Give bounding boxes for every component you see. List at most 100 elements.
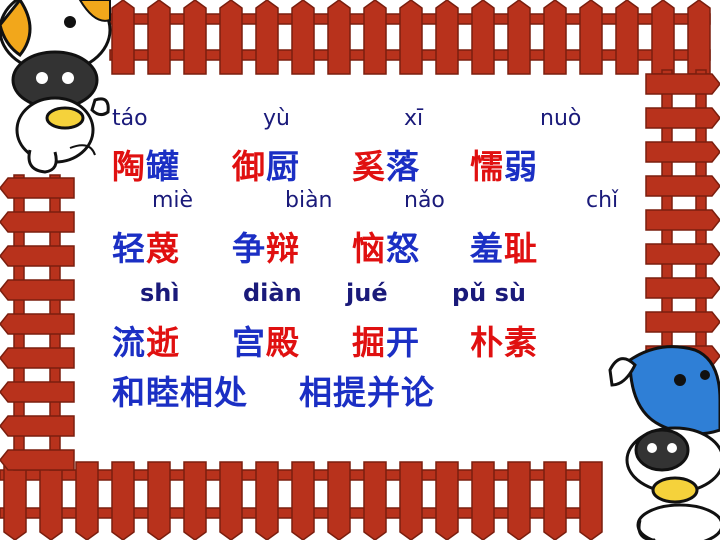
char: 蔑	[146, 229, 180, 268]
char: 恼	[352, 229, 386, 268]
fence-picket-top	[579, 0, 603, 75]
char: 弱	[504, 147, 538, 186]
cartoon-cow-top-left-icon	[0, 0, 112, 174]
fence-picket-top	[651, 0, 675, 75]
char: 厨	[266, 147, 300, 186]
pinyin-jue: jué	[346, 279, 388, 307]
fence-picket-top	[219, 0, 243, 75]
fence-picket-top	[147, 0, 171, 75]
char: 宫	[232, 323, 266, 362]
char: 辩	[266, 229, 300, 268]
char: 怒	[386, 229, 420, 268]
fence-picket-bottom	[327, 461, 351, 540]
fence-picket-bottom	[435, 461, 459, 540]
char: 轻	[112, 229, 146, 268]
fence-picket-right	[645, 107, 720, 129]
pinyin-xi: xī	[404, 106, 424, 131]
word-xiluo: 奚落	[352, 140, 420, 188]
fence-picket-top	[291, 0, 315, 75]
word-gongdian: 宫殿	[232, 316, 300, 364]
pinyin-tao: táo	[112, 106, 148, 131]
char: 流	[112, 323, 146, 362]
fence-picket-bottom	[183, 461, 207, 540]
char: 懦	[470, 147, 504, 186]
char: 素	[504, 323, 538, 362]
fence-picket-right	[645, 243, 720, 265]
pinyin-bian: biàn	[285, 188, 333, 213]
fence-picket-left	[0, 211, 75, 233]
word-taoguan: 陶罐	[112, 140, 180, 188]
word-juekai: 掘开	[352, 316, 420, 364]
fence-picket-top	[687, 0, 711, 75]
fence-picket-left	[0, 381, 75, 403]
word-nuoruo: 懦弱	[470, 140, 538, 188]
pinyin-dian: diàn	[243, 279, 302, 307]
fence-picket-top	[507, 0, 531, 75]
fence-picket-left	[0, 279, 75, 301]
char: 耻	[504, 229, 538, 268]
fence-picket-bottom	[255, 461, 279, 540]
fence-picket-bottom	[39, 461, 63, 540]
char: 奚	[352, 147, 386, 186]
pinyin-shi: shì	[140, 279, 180, 307]
fence-picket-top	[435, 0, 459, 75]
fence-picket-right	[645, 73, 720, 95]
fence-picket-right	[645, 141, 720, 163]
fence-picket-left	[0, 449, 75, 471]
char: 罐	[146, 147, 180, 186]
fence-picket-top	[399, 0, 423, 75]
fence-picket-left	[0, 245, 75, 267]
fence-picket-top	[363, 0, 387, 75]
fence-picket-bottom	[219, 461, 243, 540]
word-naonu: 恼怒	[352, 222, 420, 270]
char: 争	[232, 229, 266, 268]
char: 御	[232, 147, 266, 186]
word-qingmie: 轻蔑	[112, 222, 180, 270]
fence-picket-bottom	[507, 461, 531, 540]
fence-picket-top	[183, 0, 207, 75]
fence-picket-top	[255, 0, 279, 75]
char: 掘	[352, 323, 386, 362]
char: 陶	[112, 147, 146, 186]
fence-picket-left	[0, 347, 75, 369]
pinyin-nuo: nuò	[540, 106, 582, 131]
idiom-xiangtibinglun: 相提并论	[299, 373, 435, 412]
word-yuchu: 御厨	[232, 140, 300, 188]
pinyin-mie: miè	[152, 188, 194, 213]
char: 开	[386, 323, 420, 362]
char: 逝	[146, 323, 180, 362]
idiom-hemuxiangchu: 和睦相处	[112, 373, 248, 412]
word-zhengbian: 争辩	[232, 222, 300, 270]
char: 羞	[470, 229, 504, 268]
fence-picket-bottom	[399, 461, 423, 540]
fence-picket-top	[543, 0, 567, 75]
fence-picket-bottom	[75, 461, 99, 540]
fence-picket-top	[615, 0, 639, 75]
fence-picket-right	[645, 311, 720, 333]
word-xiuchi: 羞耻	[470, 222, 538, 270]
char: 落	[386, 147, 420, 186]
fence-picket-top	[471, 0, 495, 75]
fence-picket-bottom	[111, 461, 135, 540]
fence-picket-bottom	[291, 461, 315, 540]
char: 朴	[470, 323, 504, 362]
fence-picket-right	[645, 277, 720, 299]
cartoon-cow-bottom-right-icon	[608, 345, 720, 540]
fence-picket-right	[645, 175, 720, 197]
fence-picket-top	[111, 0, 135, 75]
fence-picket-bottom	[363, 461, 387, 540]
fence-picket-right	[645, 209, 720, 231]
fence-picket-bottom	[147, 461, 171, 540]
pinyin-nao: nǎo	[404, 188, 445, 213]
fence-picket-bottom	[543, 461, 567, 540]
fence-picket-bottom	[471, 461, 495, 540]
pinyin-chi: chǐ	[586, 188, 619, 213]
fence-picket-bottom	[3, 461, 27, 540]
fence-picket-left	[0, 177, 75, 199]
word-liushi: 流逝	[112, 316, 180, 364]
fence-picket-left	[0, 313, 75, 335]
fence-picket-left	[0, 415, 75, 437]
word-pusu: 朴素	[470, 316, 538, 364]
